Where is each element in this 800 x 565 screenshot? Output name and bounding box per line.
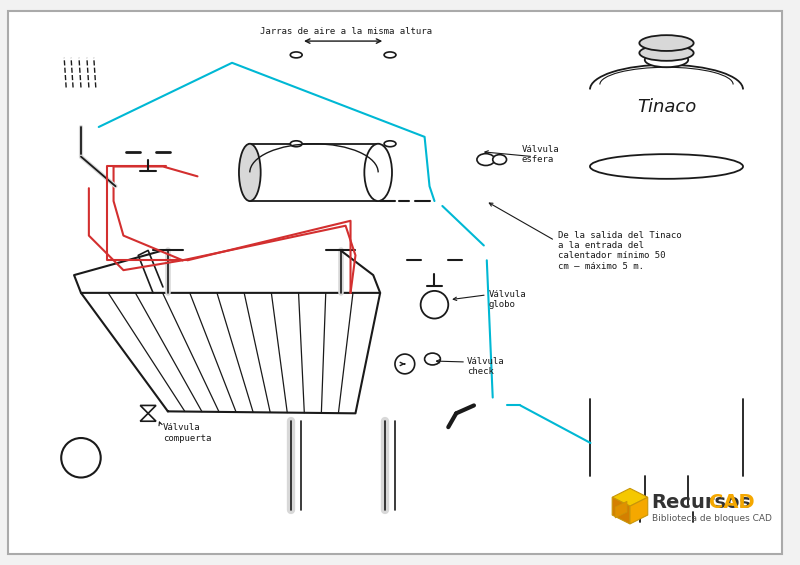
Text: CAD: CAD	[709, 493, 754, 512]
Ellipse shape	[290, 141, 302, 147]
Text: Biblioteca de bloques CAD: Biblioteca de bloques CAD	[652, 515, 771, 524]
Ellipse shape	[364, 144, 392, 201]
Ellipse shape	[384, 141, 396, 147]
Ellipse shape	[493, 155, 506, 164]
Text: Válvula
compuerta: Válvula compuerta	[163, 423, 211, 442]
Polygon shape	[612, 497, 630, 524]
Ellipse shape	[645, 53, 688, 67]
Ellipse shape	[590, 154, 743, 179]
Ellipse shape	[639, 45, 694, 61]
Bar	[250, 144, 378, 201]
Text: Jarras de aire a la misma altura: Jarras de aire a la misma altura	[259, 27, 431, 36]
Ellipse shape	[477, 154, 494, 166]
Circle shape	[62, 438, 101, 477]
Text: De la salida del Tinaco
a la entrada del
calentador mínimo 50
cm — máximo 5 m.: De la salida del Tinaco a la entrada del…	[558, 231, 682, 271]
Polygon shape	[615, 501, 627, 518]
Text: Válvula
check: Válvula check	[467, 357, 505, 376]
Polygon shape	[612, 488, 648, 506]
Text: Recursos: Recursos	[652, 493, 752, 512]
Ellipse shape	[639, 35, 694, 51]
Polygon shape	[630, 497, 648, 524]
Text: Válvula
globo: Válvula globo	[489, 290, 526, 309]
Ellipse shape	[290, 52, 302, 58]
Text: Válvula
esfera: Válvula esfera	[522, 145, 559, 164]
Text: Tinaco: Tinaco	[637, 98, 696, 116]
Ellipse shape	[239, 144, 261, 201]
Ellipse shape	[384, 52, 396, 58]
